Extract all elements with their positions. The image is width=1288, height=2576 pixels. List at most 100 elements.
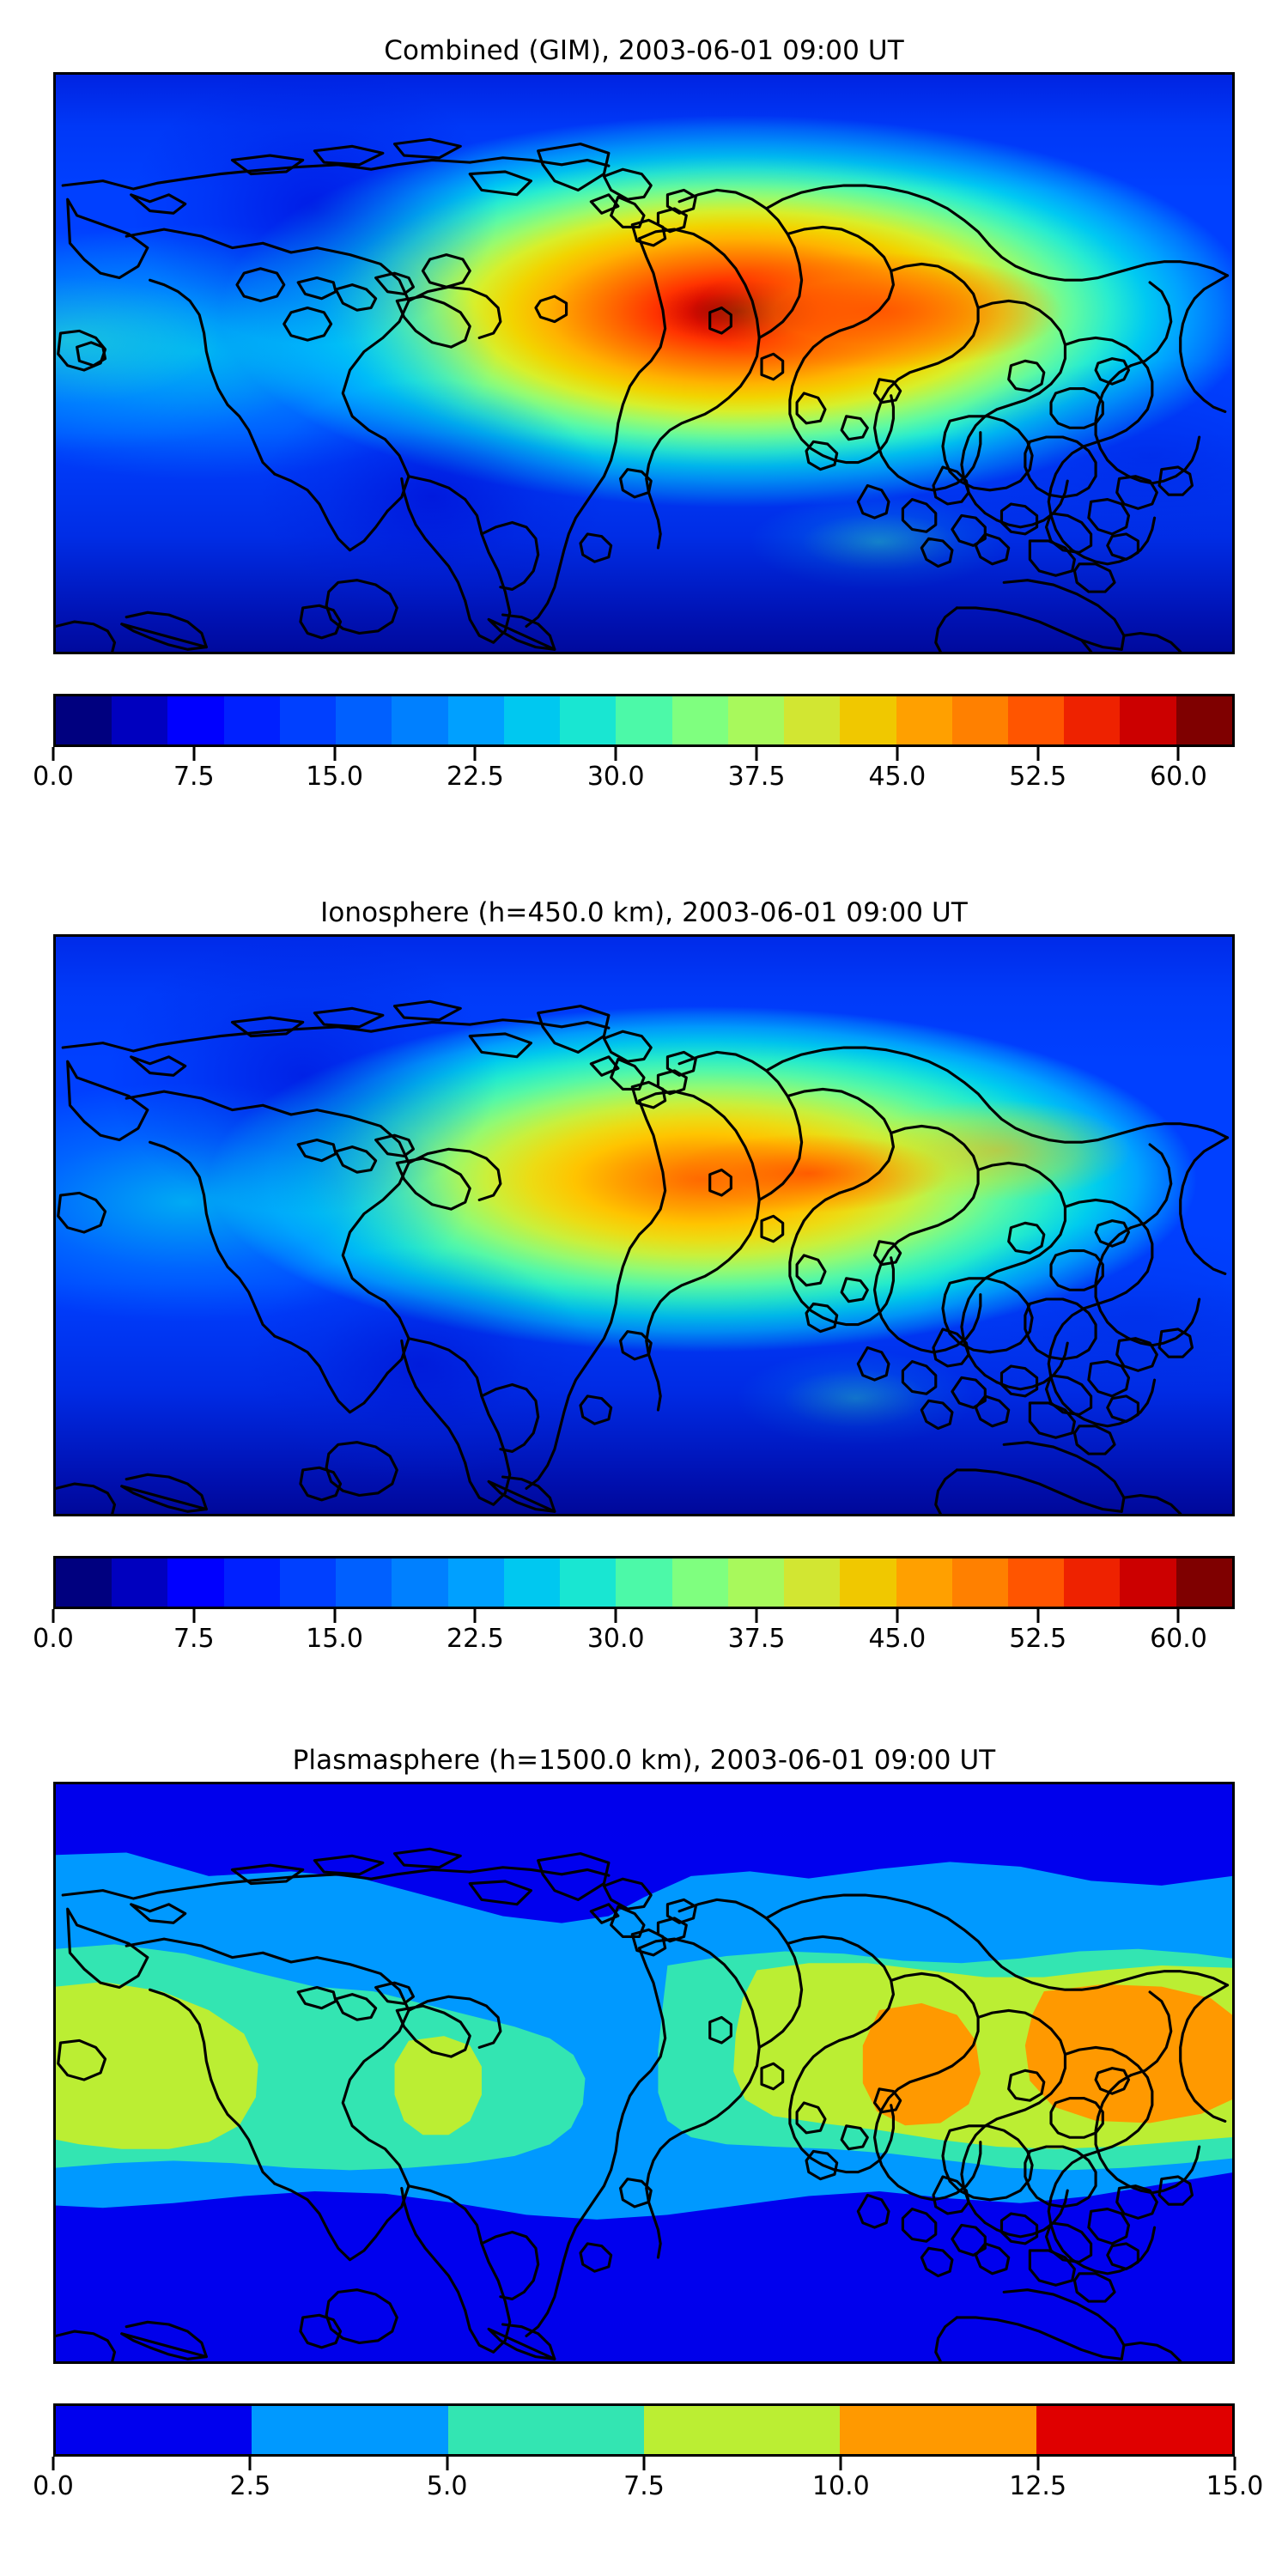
colorbar-tick-5 xyxy=(1036,2457,1040,2470)
colorbar-band-9 xyxy=(560,1558,617,1607)
colorbar-tick-8 xyxy=(1176,1609,1180,1623)
colorbar-ticks-plasmasphere-1500 xyxy=(52,2457,1236,2470)
colorbar-tick-6 xyxy=(896,1609,899,1623)
colorbar-band-19 xyxy=(1120,1558,1176,1607)
colorbar-band-12 xyxy=(727,1558,785,1607)
colorbar-band-5 xyxy=(336,696,392,744)
colorbar-band-15 xyxy=(896,1558,952,1607)
colorbar-band-20 xyxy=(1176,696,1232,744)
colorbar-band-10 xyxy=(616,696,672,744)
colorbar-tick-label-1: 7.5 xyxy=(173,1624,215,1654)
colorbar-band-19 xyxy=(1120,696,1176,744)
colorbar-strip-combined-gim xyxy=(53,694,1235,747)
colorbar-tick-label-8: 60.0 xyxy=(1150,1624,1207,1654)
colorbar-band-6 xyxy=(392,696,448,744)
colorbar-band-3 xyxy=(223,696,280,744)
colorbar-tick-label-0: 0.0 xyxy=(33,762,74,792)
colorbar-tick-2 xyxy=(333,747,337,761)
panel-title-plasmasphere-1500: Plasmasphere (h=1500.0 km), 2003-06-01 0… xyxy=(292,1745,996,1776)
colorbar-tick-5 xyxy=(755,747,758,761)
colorbar-band-10 xyxy=(616,1558,672,1607)
colorbar-tick-label-5: 37.5 xyxy=(727,1624,786,1654)
colorbar-tick-0 xyxy=(52,747,55,761)
colorbar-tick-label-4: 10.0 xyxy=(811,2471,870,2501)
colorbar-tick-7 xyxy=(1036,747,1040,761)
colorbar-band-4 xyxy=(279,696,337,744)
colorbar-tick-label-4: 30.0 xyxy=(586,762,645,792)
colorbar-tick-label-1: 7.5 xyxy=(173,762,215,792)
colorbar-tick-label-2: 15.0 xyxy=(306,1624,364,1654)
colorbar-tick-label-2: 15.0 xyxy=(306,762,364,792)
colorbar-tick-3 xyxy=(473,747,477,761)
colorbar-tick-label-3: 22.5 xyxy=(447,1624,504,1654)
colorbar-tick-label-7: 52.5 xyxy=(1009,1624,1067,1654)
colorbar-band-13 xyxy=(784,696,841,744)
colorbar-labels-ionosphere-450: 0.0 7.5 15.0 22.5 30.0 37.5 45.0 52.5 60.0 xyxy=(33,1623,1235,1661)
colorbar-band-5 xyxy=(336,1558,392,1607)
colorbar-tick-0 xyxy=(52,2457,55,2470)
colorbar-tick-label-4: 30.0 xyxy=(586,1624,645,1654)
colorbar-tick-label-8: 60.0 xyxy=(1150,762,1207,792)
colorbar-band-1 xyxy=(112,1558,168,1607)
colorbar-band-7 xyxy=(447,696,504,744)
colorbar-band-1 xyxy=(252,2406,448,2454)
colorbar-band-2 xyxy=(167,696,224,744)
colorbar-band-2 xyxy=(167,1558,224,1607)
colorbar-tick-label-6: 15.0 xyxy=(1206,2471,1264,2501)
colorbar-tick-label-0: 0.0 xyxy=(33,1624,74,1654)
colorbar-tick-2 xyxy=(333,1609,337,1623)
panel-plasmasphere-1500: Plasmasphere (h=1500.0 km), 2003-06-01 0… xyxy=(0,1745,1288,2501)
map-ionosphere-450 xyxy=(53,934,1235,1516)
colorbar-tick-label-6: 45.0 xyxy=(868,1624,927,1654)
colorbar-labels-plasmasphere-1500: 0.0 2.5 5.0 7.5 10.0 12.5 15.0 xyxy=(33,2470,1263,2508)
colorbar-tick-5 xyxy=(755,1609,758,1623)
colorbar-band-12 xyxy=(727,696,785,744)
panel-combined-gim: Combined (GIM), 2003-06-01 09:00 UT xyxy=(0,38,1288,791)
colorbar-band-17 xyxy=(1007,696,1065,744)
colorbar-tick-label-3: 7.5 xyxy=(623,2471,665,2501)
colorbar-band-9 xyxy=(560,696,617,744)
colorbar-band-1 xyxy=(112,696,168,744)
colorbar-combined-gim: 0.0 7.5 15.0 22.5 30.0 37.5 45.0 52.5 60.0 xyxy=(33,694,1235,799)
colorbar-tick-6 xyxy=(1233,2457,1236,2470)
colorbar-band-18 xyxy=(1064,1558,1121,1607)
colorbar-ticks-ionosphere-450 xyxy=(52,1609,1235,1623)
colorbar-band-16 xyxy=(951,1558,1008,1607)
colorbar-tick-label-3: 22.5 xyxy=(447,762,504,792)
colorbar-band-13 xyxy=(784,1558,841,1607)
colorbar-band-8 xyxy=(503,696,561,744)
colorbar-tick-0 xyxy=(52,1609,55,1623)
colorbar-tick-4 xyxy=(614,1609,617,1623)
colorbar-band-8 xyxy=(503,1558,561,1607)
colorbar-band-16 xyxy=(951,696,1008,744)
colorbar-band-17 xyxy=(1007,1558,1065,1607)
colorbar-band-18 xyxy=(1064,696,1121,744)
colorbar-tick-3 xyxy=(473,1609,477,1623)
colorbar-band-4 xyxy=(279,1558,337,1607)
colorbar-ticks-combined-gim xyxy=(52,747,1235,761)
coastlines-combined-gim xyxy=(56,75,1232,652)
colorbar-tick-1 xyxy=(192,747,196,761)
colorbar-tick-3 xyxy=(642,2457,646,2470)
colorbar-tick-7 xyxy=(1036,1609,1040,1623)
colorbar-band-0 xyxy=(56,1558,112,1607)
colorbar-tick-label-5: 12.5 xyxy=(1009,2471,1067,2501)
map-combined-gim xyxy=(53,72,1235,654)
colorbar-tick-label-1: 2.5 xyxy=(229,2471,271,2501)
colorbar-tick-label-2: 5.0 xyxy=(426,2471,468,2501)
colorbar-tick-4 xyxy=(839,2457,842,2470)
colorbar-plasmasphere-1500: 0.0 2.5 5.0 7.5 10.0 12.5 15.0 xyxy=(33,2403,1263,2508)
colorbar-tick-label-7: 52.5 xyxy=(1009,762,1067,792)
colorbar-tick-8 xyxy=(1176,747,1180,761)
colorbar-band-3 xyxy=(223,1558,280,1607)
colorbar-band-6 xyxy=(392,1558,448,1607)
colorbar-tick-label-5: 37.5 xyxy=(727,762,786,792)
colorbar-tick-label-6: 45.0 xyxy=(868,762,927,792)
colorbar-tick-1 xyxy=(192,1609,196,1623)
colorbar-band-7 xyxy=(447,1558,504,1607)
colorbar-tick-4 xyxy=(614,747,617,761)
map-plasmasphere-1500 xyxy=(53,1782,1235,2364)
colorbar-band-14 xyxy=(840,1558,896,1607)
coastlines-plasmasphere-1500 xyxy=(56,1784,1232,2361)
colorbar-band-0 xyxy=(56,696,112,744)
